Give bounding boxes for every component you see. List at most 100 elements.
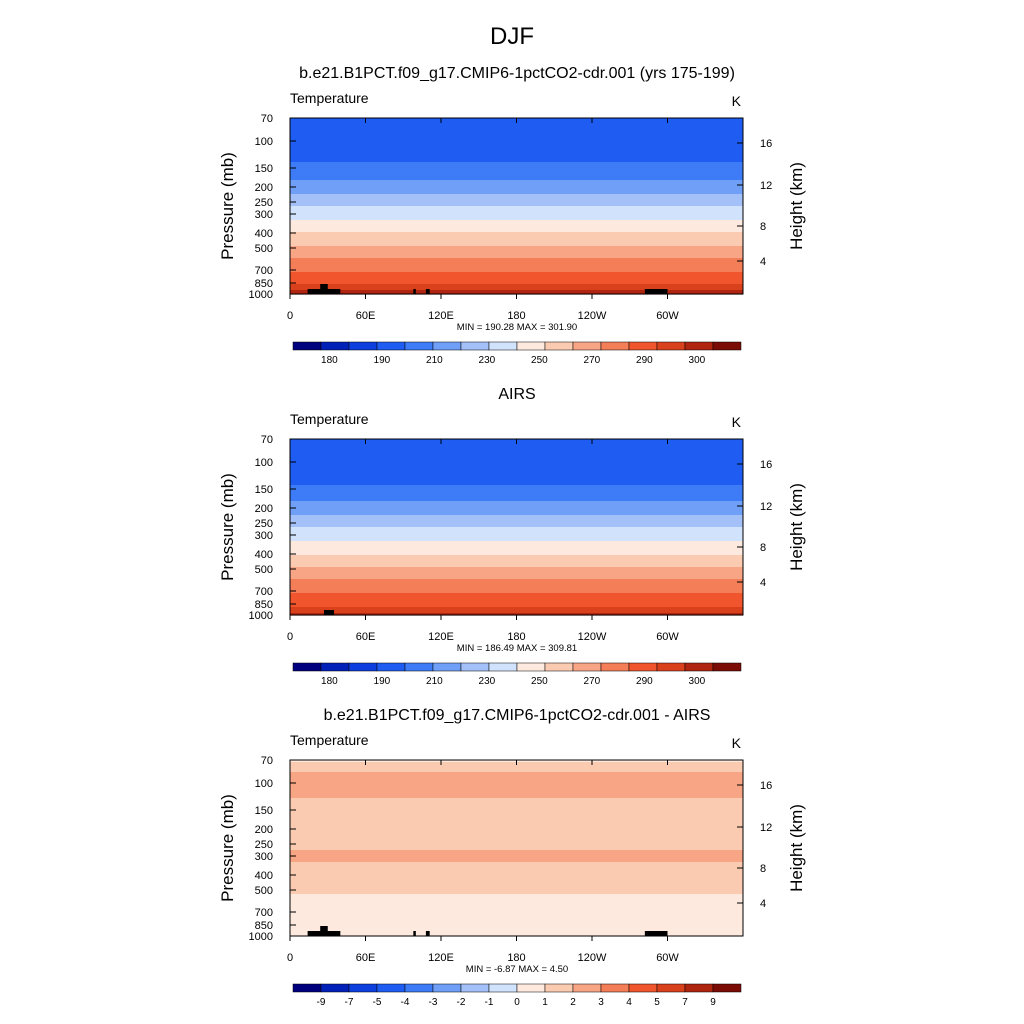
colorbar-label: 250 [531,676,548,687]
y-tick-label: 150 [255,163,273,175]
colorbar-box [404,662,434,672]
colorbar-label: 230 [479,355,496,366]
contour-band [290,581,743,584]
topography-block [320,284,328,294]
height-axis-title: Height (km) [787,162,806,250]
contour-band [290,573,743,576]
topography-block [320,926,328,936]
contour-band [290,483,743,486]
contour-band [290,515,743,518]
colorbar-box [684,662,714,672]
contour-band [290,224,743,227]
contour-band [290,924,743,927]
height-tick-label: 12 [760,822,772,834]
contour-band [290,477,743,480]
contour-band [290,569,743,572]
colorbar-box [544,662,574,672]
colorbar-box [600,341,630,351]
y-tick-label: 500 [255,243,273,255]
contour-band [290,136,743,139]
height-tick-label: 16 [760,459,772,471]
contour-band [290,525,743,528]
contour-band [290,806,743,809]
colorbar-box [348,983,378,993]
contour-band [290,142,743,145]
contour-band [290,523,743,526]
contour-band [290,587,743,590]
contour-band [290,475,743,478]
contour-band [290,772,743,775]
contour-band [290,814,743,817]
contour-band [290,571,743,574]
min-max-stats: MIN = 190.28 MAX = 301.90 [457,322,577,333]
contour-band [290,519,743,522]
contour-band [290,290,743,293]
colorbar-box [404,983,434,993]
contour-band [290,565,743,568]
units-label: K [732,735,742,751]
contour-band [290,246,743,249]
contour-band [290,860,743,863]
contour-band [290,240,743,243]
contour-band [290,589,743,592]
contour-band [290,228,743,231]
contour-band [290,539,743,542]
colorbar-box [628,662,658,672]
contour-band [290,585,743,588]
contour-band [290,812,743,815]
contour-band [290,842,743,845]
colorbar-box [460,341,490,351]
colorbar-box [684,983,714,993]
contour-band [290,218,743,221]
contour-band [290,232,743,235]
contour-band [290,549,743,552]
contour-band [290,820,743,823]
height-tick-label: 8 [760,863,766,875]
topography-block [644,289,668,294]
contour-band [290,830,743,833]
contour-band [290,489,743,492]
contour-band [290,808,743,811]
height-tick-label: 4 [760,256,766,268]
topography-block [413,931,416,936]
contour-band [290,192,743,195]
contour-band [290,154,743,157]
colorbar-label: -5 [373,997,382,1008]
panel-1: b.e21.B1PCT.f09_g17.CMIP6-1pctCO2-cdr.00… [218,65,806,366]
contour-band [290,178,743,181]
contour-band [290,254,743,257]
contour-band [290,286,743,289]
colorbar-label: 4 [626,997,632,1008]
height-tick-label: 12 [760,501,772,513]
contour-band [290,174,743,177]
contour-band [290,226,743,229]
x-tick-label: 0 [287,310,293,322]
colorbar-box [544,341,574,351]
y-tick-label: 250 [255,518,273,530]
colorbar-box [348,341,378,351]
height-tick-label: 16 [760,780,772,792]
contour-band [290,930,743,933]
contour-band [290,122,743,125]
contour-band [290,184,743,187]
topography-block [413,289,416,294]
colorbar-box [712,662,742,672]
units-label: K [732,93,742,109]
x-tick-label: 60W [656,952,679,964]
contour-band [290,156,743,159]
contour-band [290,832,743,835]
contour-band [290,204,743,207]
contour-band [290,774,743,777]
contour-band [290,603,743,606]
colorbar-label: 3 [598,997,604,1008]
contour-band [290,932,743,935]
contour-band [290,928,743,931]
contour-band [290,491,743,494]
contour-band [290,886,743,889]
y-tick-label: 300 [255,851,273,863]
contour-band [290,894,743,897]
colorbar-box [572,341,602,351]
colorbar-box [376,341,406,351]
contour-band [290,878,743,881]
contour-band [290,794,743,797]
